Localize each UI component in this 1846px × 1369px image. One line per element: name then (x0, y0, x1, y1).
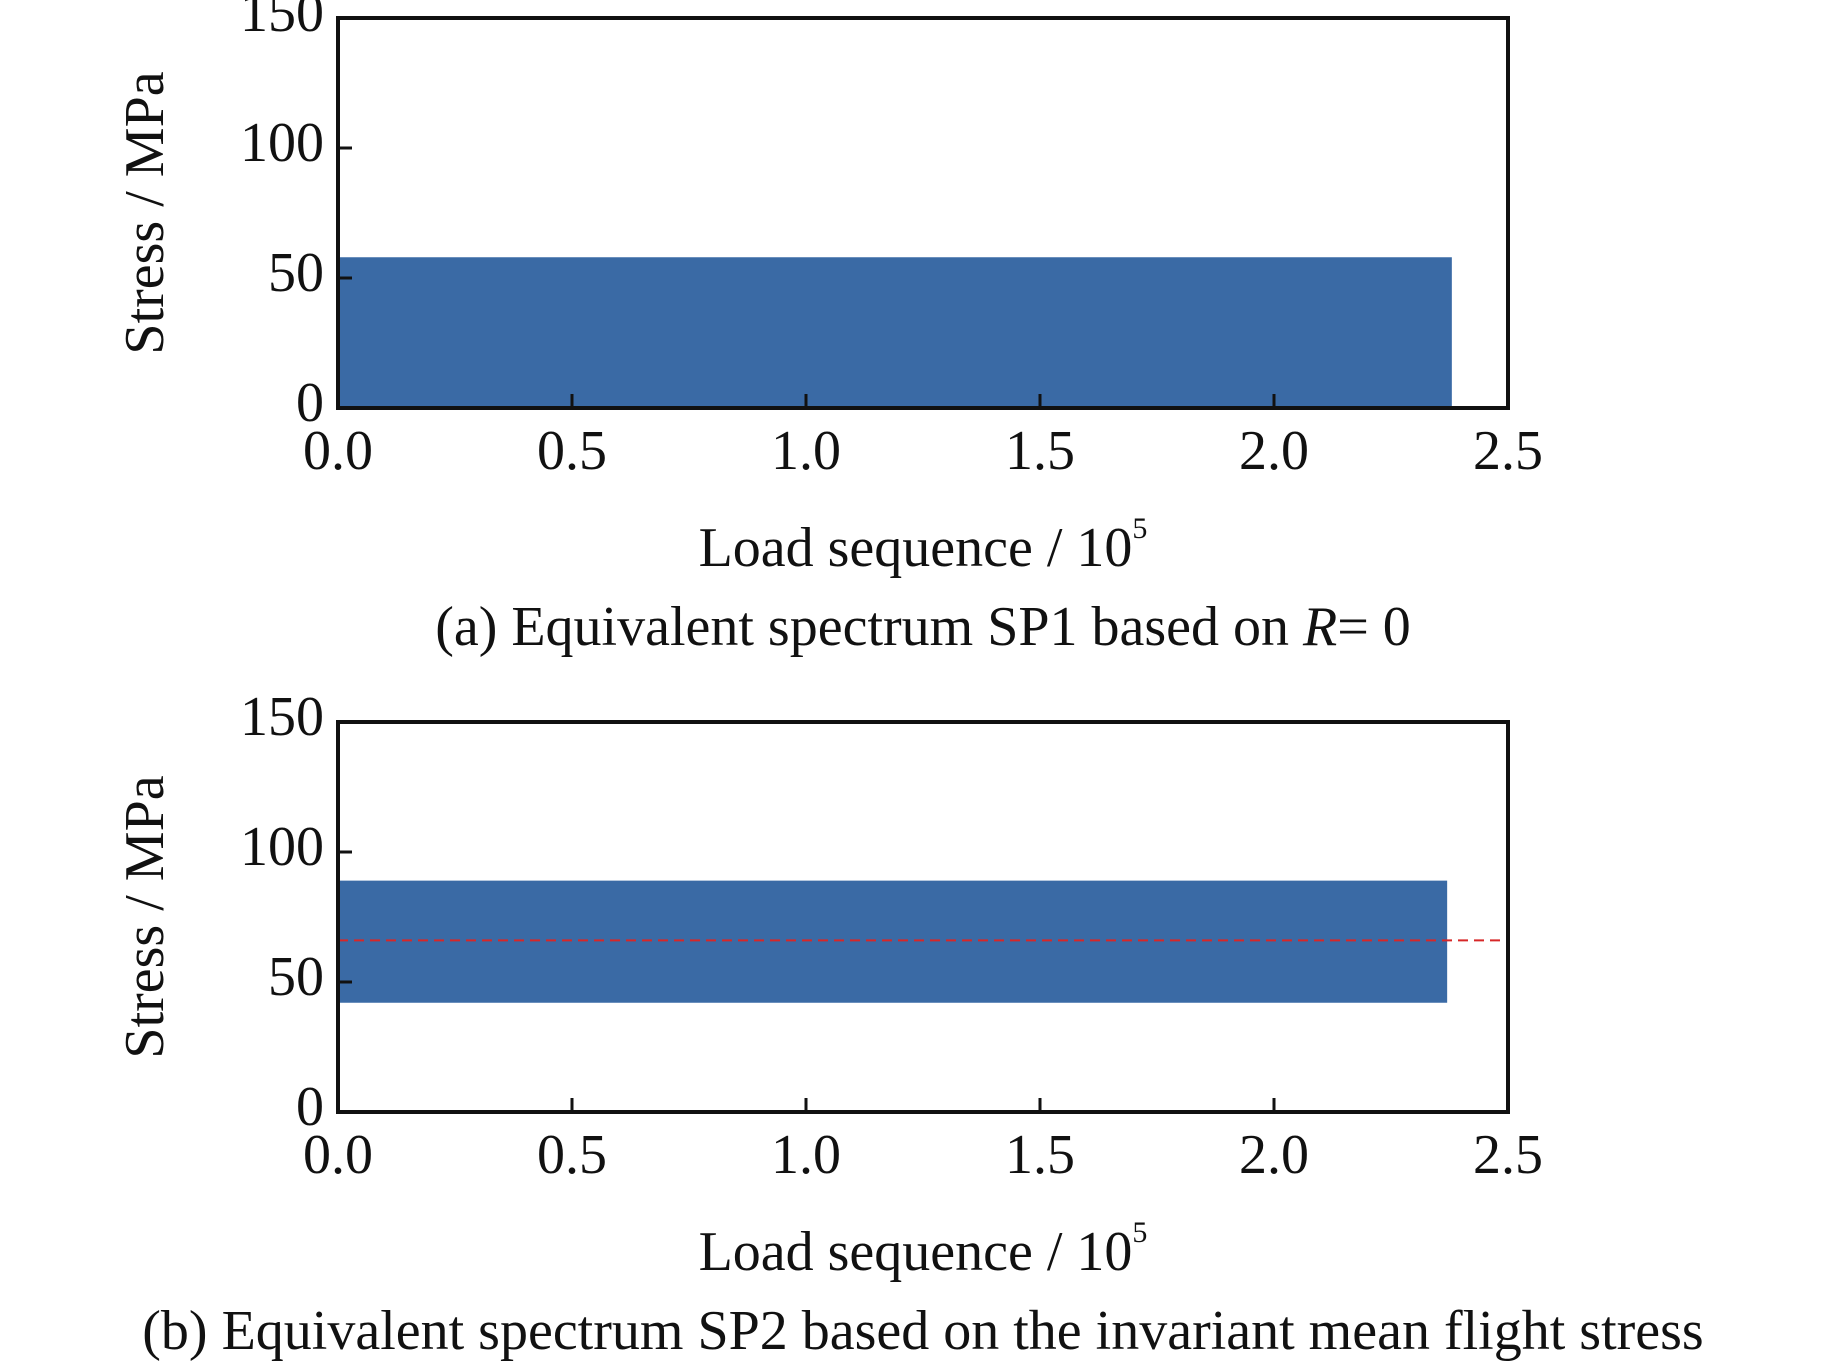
caption: (a) Equivalent spectrum SP1 based on R= … (435, 596, 1411, 658)
x-tick-label: 2.0 (1239, 1124, 1309, 1186)
y-tick-label: 50 (268, 946, 324, 1008)
y-tick-label: 0 (296, 372, 324, 434)
y-tick-label: 150 (240, 0, 324, 44)
plot-frame (336, 720, 1510, 1114)
x-axis-label: Load sequence / 105 (699, 512, 1148, 579)
caption-part: = 0 (1337, 596, 1411, 658)
x-tick-label: 0.5 (537, 1124, 607, 1186)
band-area (338, 257, 1452, 408)
band-area (338, 880, 1448, 1003)
x-axis-label-text: Load sequence / 10 (699, 517, 1133, 579)
x-axis-label-exponent: 5 (1132, 1216, 1147, 1249)
x-tick-label: 2.0 (1239, 420, 1309, 482)
y-tick-label: 50 (268, 242, 324, 304)
x-tick-label: 0.0 (303, 420, 373, 482)
chart: 0 50 100 150 0.0 0.5 1.0 1.5 2.0 2.5 Stress / MPa L… (114, 0, 1543, 658)
caption: (b) Equivalent spectrum SP2 based on the… (142, 1300, 1703, 1362)
plot-frame (336, 16, 1510, 410)
x-axis-label: Load sequence / 105 (699, 1216, 1148, 1283)
x-axis-label-text: Load sequence / 10 (699, 1221, 1133, 1283)
x-tick-label: 0.5 (537, 420, 607, 482)
caption-part: R (1302, 596, 1337, 658)
caption-part: (b) Equivalent spectrum SP2 based on the… (142, 1300, 1703, 1362)
x-tick-label: 0.0 (303, 1124, 373, 1186)
caption-part: (a) Equivalent spectrum SP1 based on (435, 596, 1303, 658)
x-tick-label: 1.5 (1005, 420, 1075, 482)
y-tick-label: 0 (296, 1076, 324, 1138)
x-axis-label-exponent: 5 (1132, 512, 1147, 545)
y-tick-label: 100 (240, 112, 324, 174)
y-tick-label: 100 (240, 816, 324, 878)
x-tick-label: 2.5 (1473, 420, 1543, 482)
x-tick-label: 2.5 (1473, 1124, 1543, 1186)
x-tick-label: 1.0 (771, 420, 841, 482)
chart: 0 50 100 150 0.0 0.5 1.0 1.5 2.0 2.5 Stress / MPa L… (114, 686, 1704, 1362)
y-axis-label: Stress / MPa (114, 775, 176, 1058)
x-tick-label: 1.0 (771, 1124, 841, 1186)
y-tick-label: 150 (240, 686, 324, 748)
x-tick-label: 1.5 (1005, 1124, 1075, 1186)
y-axis-label: Stress / MPa (114, 71, 176, 354)
